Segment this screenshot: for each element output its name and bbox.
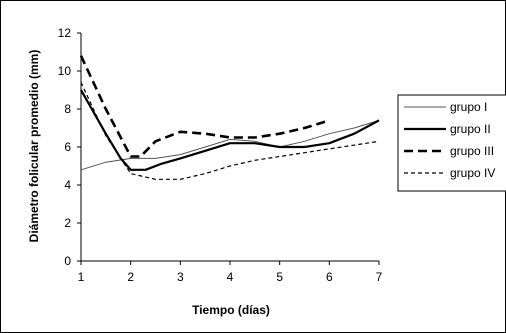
legend-label-4: grupo IV xyxy=(450,166,495,180)
x-tick-label: 6 xyxy=(326,270,333,284)
x-tick-label: 5 xyxy=(276,270,283,284)
y-axis-title: Diámetro folicular promedio (mm) xyxy=(27,50,41,243)
x-tick-label: 7 xyxy=(376,270,383,284)
series-line-1 xyxy=(80,119,380,171)
y-tick-label: 10 xyxy=(58,64,72,78)
x-axis-title: Tiempo (días) xyxy=(192,303,270,317)
x-tick-label: 4 xyxy=(227,270,234,284)
y-tick-label: 6 xyxy=(64,140,71,154)
legend-label-3: grupo III xyxy=(450,144,494,158)
y-tick-label: 8 xyxy=(64,102,71,116)
x-tick-label: 2 xyxy=(127,270,134,284)
legend-label-1: grupo I xyxy=(450,100,487,114)
legend: grupo I grupo II grupo III grupo IV xyxy=(397,94,506,192)
y-tick-label: 0 xyxy=(64,254,71,268)
x-tick-label: 3 xyxy=(177,270,184,284)
legend-label-2: grupo II xyxy=(450,122,491,136)
y-tick-label: 2 xyxy=(64,216,71,230)
y-tick-label: 4 xyxy=(64,178,71,192)
series-line-4 xyxy=(80,82,380,180)
legend-box xyxy=(397,94,506,192)
y-tick-label: 12 xyxy=(58,26,72,40)
series-lines xyxy=(79,55,380,180)
x-tick-label: 1 xyxy=(78,270,85,284)
series-line-2 xyxy=(80,89,380,171)
series-line-3 xyxy=(79,55,330,158)
